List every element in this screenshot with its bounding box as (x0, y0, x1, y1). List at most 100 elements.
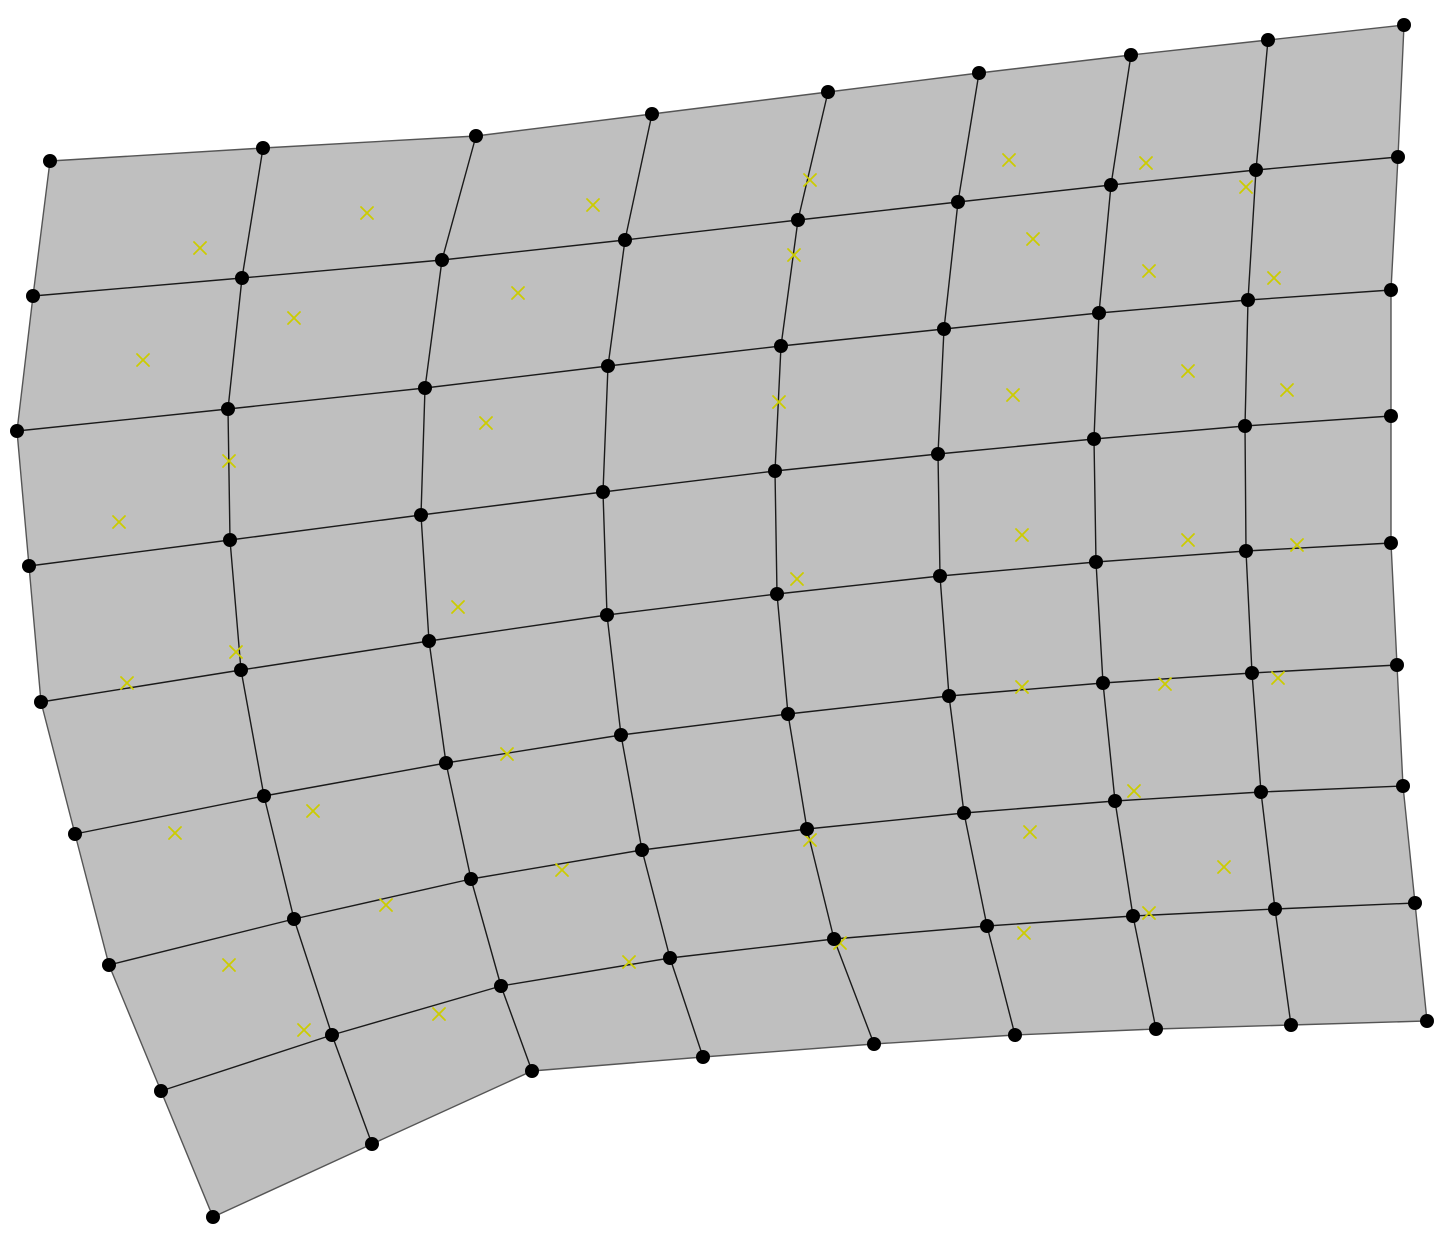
mesh-edge-horizontal (160, 1034, 333, 1092)
mesh-edge-horizontal (441, 239, 626, 261)
mesh-node-icon (596, 485, 610, 499)
mesh-edge-vertical (787, 713, 808, 830)
mesh-node-icon (365, 1137, 379, 1151)
mesh-node-icon (256, 141, 270, 155)
mesh-node-icon (1390, 658, 1404, 672)
sample-marker-icon (1267, 271, 1281, 285)
sample-marker-icon (1006, 388, 1020, 402)
mesh-edge-vertical (602, 491, 608, 616)
mesh-edge-horizontal (774, 453, 939, 472)
mesh-node-icon (1391, 150, 1405, 164)
mesh-edge-horizontal (331, 985, 502, 1036)
mesh-edge-vertical (797, 91, 829, 221)
sample-marker-icon (112, 515, 126, 529)
sample-marker-icon (193, 241, 207, 255)
mesh-edge-horizontal (40, 669, 242, 703)
mesh-edge-vertical (445, 762, 472, 880)
mesh-edge-vertical (1247, 169, 1257, 301)
mesh-edge-vertical (939, 575, 950, 697)
mesh-node-icon (800, 822, 814, 836)
mesh-edge-vertical (1114, 800, 1134, 917)
sample-marker-icon (772, 395, 786, 409)
mesh-node-icon (1245, 666, 1259, 680)
mesh-edge-vertical (227, 408, 231, 541)
mesh-node-icon (1096, 676, 1110, 690)
mesh-node-icon (957, 806, 971, 820)
mesh-edge-horizontal (641, 828, 808, 851)
mesh-edge-vertical (227, 277, 243, 410)
mesh-node-icon (1238, 419, 1252, 433)
mesh-node-icon (435, 253, 449, 267)
sample-marker-icon (379, 898, 393, 912)
mesh-node-icon (827, 932, 841, 946)
mesh-node-icon (774, 339, 788, 353)
mesh-edge-vertical (293, 918, 333, 1036)
mesh-node-icon (34, 695, 48, 709)
mesh-edge-horizontal (1095, 550, 1247, 563)
sample-marker-icon (1271, 671, 1285, 685)
mesh-node-icon (525, 1064, 539, 1078)
sample-marker-icon (787, 248, 801, 262)
mesh-edge-horizontal (263, 762, 447, 797)
sample-marker-icon (1142, 906, 1156, 920)
sample-marker-icon (287, 311, 301, 325)
mesh-node-icon (937, 322, 951, 336)
mesh-node-icon (933, 569, 947, 583)
mesh-edge-horizontal (943, 312, 1100, 330)
mesh-edge-horizontal (937, 438, 1095, 455)
mesh-node-icon (1241, 293, 1255, 307)
sample-marker-icon (1127, 784, 1141, 798)
mesh-edge-horizontal (602, 470, 776, 493)
mesh-edge-horizontal (428, 614, 608, 642)
mesh-node-icon (223, 533, 237, 547)
mesh-edge-horizontal (1260, 785, 1404, 793)
mesh-node-icon (494, 979, 508, 993)
mesh-node-icon (770, 587, 784, 601)
mesh-edge-horizontal (607, 345, 782, 367)
mesh-edge-vertical (833, 938, 875, 1045)
mesh-edges (16, 39, 1416, 1145)
mesh-edge-horizontal (1114, 791, 1262, 802)
mesh-edge-horizontal (939, 561, 1097, 577)
sample-marker-icon (451, 600, 465, 614)
mesh-node-icon (206, 1210, 220, 1224)
sample-marker-icon (1181, 364, 1195, 378)
mesh-node-icon (469, 129, 483, 143)
sample-marker-icon (229, 645, 243, 659)
mesh-edge-horizontal (1245, 542, 1392, 552)
mesh-node-icon (22, 559, 36, 573)
mesh-edge-horizontal (1251, 664, 1398, 674)
mesh-node-icon (614, 728, 628, 742)
mesh-node-icon (235, 271, 249, 285)
mesh-edge-horizontal (1132, 908, 1276, 917)
mesh-edge-vertical (937, 328, 945, 455)
sample-marker-icon (306, 804, 320, 818)
mesh-node-icon (972, 66, 986, 80)
mesh-edge-vertical (1093, 312, 1100, 440)
mesh-node-icon (951, 195, 965, 209)
mesh-node-icon (1092, 306, 1106, 320)
mesh-edge-horizontal (787, 695, 950, 715)
mesh-node-icon (1126, 909, 1140, 923)
mesh-edge-vertical (1244, 299, 1249, 427)
mesh-edge-vertical (986, 925, 1016, 1036)
mesh-edge-horizontal (32, 277, 243, 297)
mesh-node-icon (1008, 1028, 1022, 1042)
sample-marker-icon (586, 198, 600, 212)
mesh-edge-horizontal (1255, 156, 1399, 171)
mesh-node-icon (10, 424, 24, 438)
mesh-edge-vertical (957, 72, 980, 203)
mesh-edge-vertical (641, 849, 671, 959)
mesh-edge-horizontal (1093, 425, 1246, 440)
mesh-node-icon (234, 663, 248, 677)
mesh-node-icon (1149, 1022, 1163, 1036)
mesh-edge-horizontal (1102, 672, 1253, 684)
mesh-edge-vertical (1102, 682, 1116, 802)
mesh-node-icon (1268, 902, 1282, 916)
mesh-node-icon (1239, 544, 1253, 558)
mesh-edge-vertical (1244, 425, 1247, 552)
mesh-node-icon (791, 213, 805, 227)
mesh-edge-horizontal (241, 259, 443, 279)
mesh-edge-vertical (606, 614, 622, 736)
sample-marker-icon (511, 286, 525, 300)
